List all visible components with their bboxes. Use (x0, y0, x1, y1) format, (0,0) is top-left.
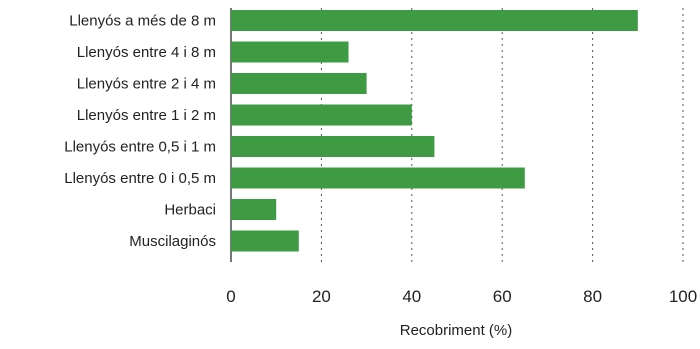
bar (231, 10, 638, 31)
x-tick-label: 60 (493, 287, 512, 306)
category-label: Llenyós entre 4 i 8 m (77, 44, 216, 61)
category-label: Muscilaginós (129, 233, 216, 250)
bars (231, 10, 638, 252)
bar (231, 73, 367, 94)
bar (231, 136, 435, 157)
x-tick-label: 80 (583, 287, 602, 306)
bar (231, 199, 277, 220)
x-tick-label: 0 (226, 287, 235, 306)
category-label: Herbaci (164, 202, 216, 219)
category-label: Llenyós entre 1 i 2 m (77, 107, 216, 124)
x-tick-labels: 0 20 40 60 80 100 (226, 287, 697, 306)
bar (231, 230, 299, 252)
category-label: Llenyós entre 0,5 i 1 m (64, 139, 216, 156)
category-labels: Llenyós a més de 8 m Llenyós entre 4 i 8 … (64, 13, 216, 251)
x-axis-title: Recobriment (%) (400, 322, 513, 339)
category-label: Llenyós a més de 8 m (69, 13, 216, 30)
bar (231, 104, 412, 126)
x-tick-label: 100 (669, 287, 697, 306)
x-tick-label: 20 (312, 287, 331, 306)
category-label: Llenyós entre 0 i 0,5 m (64, 170, 216, 187)
category-label: Llenyós entre 2 i 4 m (77, 76, 216, 93)
bar (231, 41, 349, 63)
bar (231, 167, 525, 189)
x-tick-label: 40 (402, 287, 421, 306)
